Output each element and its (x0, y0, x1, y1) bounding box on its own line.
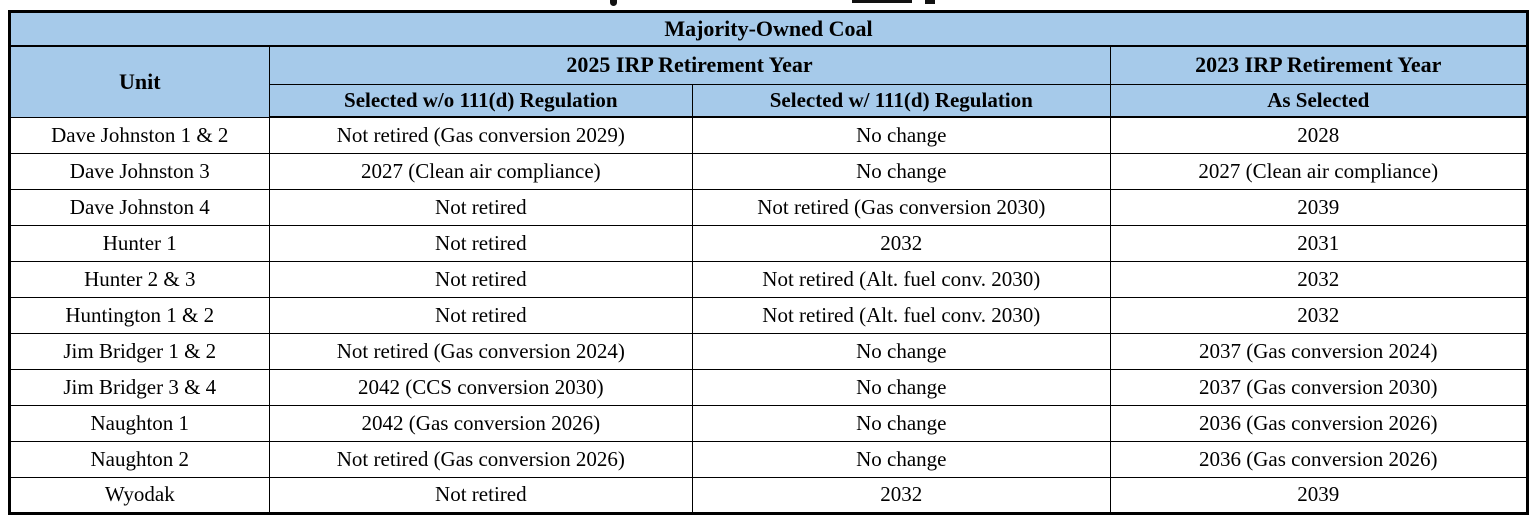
column-header-2023-as-selected: As Selected (1109, 83, 1529, 118)
table-row: Wyodak Not retired 2032 2039 (9, 476, 1529, 514)
cell-2025-with: No change (692, 404, 1111, 442)
cell-2025-with: 2032 (692, 476, 1111, 514)
cell-unit: Jim Bridger 3 & 4 (9, 368, 270, 406)
cell-2025-without: 2042 (Gas conversion 2026) (268, 404, 694, 442)
column-header-2025-without-111d: Selected w/o 111(d) Regulation (268, 83, 694, 118)
cell-2025-without: Not retired (Gas conversion 2026) (268, 440, 694, 478)
cell-2023-selected: 2032 (1109, 260, 1529, 298)
table-group-header-row: Unit 2025 IRP Retirement Year 2023 IRP R… (9, 45, 1529, 118)
column-header-unit: Unit (9, 45, 270, 118)
cell-2025-without: Not retired (Gas conversion 2024) (268, 332, 694, 370)
cell-unit: Naughton 1 (9, 404, 270, 442)
cell-unit: Hunter 2 & 3 (9, 260, 270, 298)
cell-2025-with: 2032 (692, 224, 1111, 262)
cell-2023-selected: 2027 (Clean air compliance) (1109, 152, 1529, 190)
table-row: Jim Bridger 1 & 2 Not retired (Gas conve… (9, 332, 1529, 370)
coal-retirement-table: Majority-Owned Coal Unit 2025 IRP Retire… (8, 10, 1529, 515)
cell-2025-without: 2042 (CCS conversion 2030) (268, 368, 694, 406)
cell-2023-selected: 2031 (1109, 224, 1529, 262)
cell-2023-selected: 2036 (Gas conversion 2026) (1109, 404, 1529, 442)
cell-2023-selected: 2039 (1109, 188, 1529, 226)
cell-unit: Wyodak (9, 476, 270, 514)
cell-2025-without: Not retired (268, 260, 694, 298)
cell-2023-selected: 2037 (Gas conversion 2030) (1109, 368, 1529, 406)
cell-2025-with: Not retired (Alt. fuel conv. 2030) (692, 296, 1111, 334)
cell-2023-selected: 2036 (Gas conversion 2026) (1109, 440, 1529, 478)
table-row: Hunter 1 Not retired 2032 2031 (9, 224, 1529, 262)
cell-unit: Dave Johnston 3 (9, 152, 270, 190)
table-row: Naughton 1 2042 (Gas conversion 2026) No… (9, 404, 1529, 442)
table-subheader-row: Selected w/o 111(d) Regulation Selected … (10, 83, 1529, 118)
table-row: Jim Bridger 3 & 4 2042 (CCS conversion 2… (9, 368, 1529, 406)
cell-unit: Dave Johnston 1 & 2 (9, 116, 270, 154)
cell-unit: Huntington 1 & 2 (9, 296, 270, 334)
cell-unit: Dave Johnston 4 (9, 188, 270, 226)
table-row: Naughton 2 Not retired (Gas conversion 2… (9, 440, 1529, 478)
cell-unit: Naughton 2 (9, 440, 270, 478)
cell-2025-without: Not retired (Gas conversion 2029) (268, 116, 694, 154)
cell-2025-without: Not retired (268, 188, 694, 226)
cell-2023-selected: 2028 (1109, 116, 1529, 154)
cell-2025-with: No change (692, 440, 1111, 478)
table-row: Dave Johnston 3 2027 (Clean air complian… (9, 152, 1529, 190)
column-header-2025-with-111d: Selected w/ 111(d) Regulation (692, 83, 1111, 118)
column-group-2025-irp: 2025 IRP Retirement Year (268, 45, 1111, 85)
cell-2023-selected: 2032 (1109, 296, 1529, 334)
cell-2025-with: No change (692, 152, 1111, 190)
table-row: Dave Johnston 4 Not retired Not retired … (9, 188, 1529, 226)
cell-2025-with: No change (692, 368, 1111, 406)
column-group-2023-irp: 2023 IRP Retirement Year (1109, 45, 1529, 85)
cell-2025-without: 2027 (Clean air compliance) (268, 152, 694, 190)
cell-2025-without: Not retired (268, 224, 694, 262)
cell-2023-selected: 2037 (Gas conversion 2024) (1109, 332, 1529, 370)
cell-2025-without: Not retired (268, 296, 694, 334)
cell-2025-with: Not retired (Gas conversion 2030) (692, 188, 1111, 226)
cell-2025-with: Not retired (Alt. fuel conv. 2030) (692, 260, 1111, 298)
table-title-row: Majority-Owned Coal (9, 11, 1528, 47)
cell-2025-with: No change (692, 332, 1111, 370)
cell-2023-selected: 2039 (1109, 476, 1529, 514)
table-row: Huntington 1 & 2 Not retired Not retired… (9, 296, 1529, 334)
table-title: Majority-Owned Coal (9, 11, 1528, 47)
cell-2025-with: No change (692, 116, 1111, 154)
cell-unit: Hunter 1 (9, 224, 270, 262)
cell-2025-without: Not retired (268, 476, 694, 514)
cropped-text-fragment (0, 0, 1536, 7)
table-row: Hunter 2 & 3 Not retired Not retired (Al… (9, 260, 1529, 298)
cell-unit: Jim Bridger 1 & 2 (9, 332, 270, 370)
table-row: Dave Johnston 1 & 2 Not retired (Gas con… (9, 116, 1529, 154)
